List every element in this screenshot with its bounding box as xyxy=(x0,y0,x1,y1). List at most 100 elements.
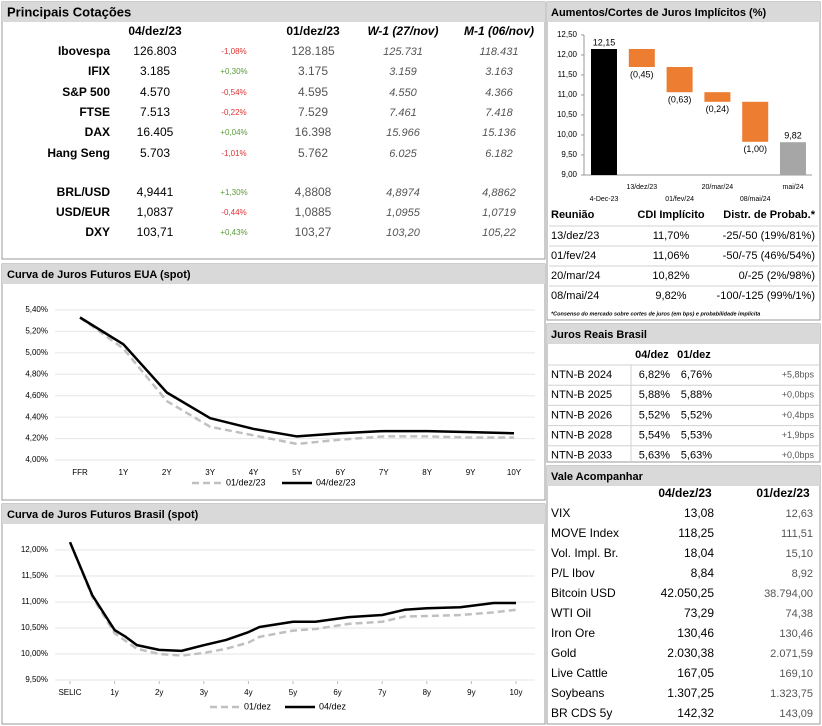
change: -0,44% xyxy=(221,208,246,217)
cell: 3.185 xyxy=(140,64,170,78)
row-label: WTI Oil xyxy=(551,606,591,620)
cell: 3.175 xyxy=(298,64,328,78)
cell: -100/-125 (99%/1%) xyxy=(717,290,815,302)
cell: 6.025 xyxy=(389,148,417,160)
cell: 169,10 xyxy=(779,668,813,680)
cell: 20/mar/24 xyxy=(551,270,601,282)
legend-label: 01/dez/23 xyxy=(226,477,266,487)
data-label: (1,00) xyxy=(743,144,767,154)
x-tick-label: 20/mar/24 xyxy=(702,184,734,191)
cell: 1,0837 xyxy=(137,205,174,219)
y-tick-label: 4,00% xyxy=(25,455,48,464)
bar xyxy=(780,142,806,175)
row-label: USD/EUR xyxy=(56,205,110,219)
change: +0,43% xyxy=(220,228,247,237)
x-tick-label: 4y xyxy=(244,688,252,697)
cell: 42.050,25 xyxy=(661,586,715,600)
cell: 8,92 xyxy=(792,568,813,580)
x-tick-label: 2y xyxy=(155,688,163,697)
row-label: BRL/USD xyxy=(57,185,111,199)
x-tick-label: 5Y xyxy=(292,468,302,477)
data-label: 9,82 xyxy=(784,131,802,141)
x-tick-label: 5y xyxy=(289,688,297,697)
cell: 0/-25 (2%/98%) xyxy=(739,270,815,282)
cell: 5,63% xyxy=(681,450,712,462)
row-label: BR CDS 5y xyxy=(551,706,612,720)
column-header: W-1 (27/nov) xyxy=(368,24,439,38)
x-tick-label: 3y xyxy=(200,688,208,697)
x-tick-label: 13/dez/23 xyxy=(626,184,657,191)
row-label: Hang Seng xyxy=(47,146,110,160)
column-header: 04/dez xyxy=(635,349,669,361)
y-tick-label: 4,80% xyxy=(25,369,48,378)
change: +1,9bps xyxy=(782,430,815,440)
y-tick-label: 5,40% xyxy=(25,305,48,314)
cell: 74,38 xyxy=(785,608,813,620)
x-tick-label: FFR xyxy=(72,468,88,477)
cell: 9,82% xyxy=(655,290,686,302)
panel-title: Juros Reais Brasil xyxy=(551,329,647,341)
cell: 118.431 xyxy=(480,46,519,58)
row-label: DXY xyxy=(85,225,110,239)
y-tick-label: 9,50% xyxy=(25,675,48,684)
row-label: S&P 500 xyxy=(62,85,110,99)
column-header: 01/dez xyxy=(677,349,711,361)
panel xyxy=(546,323,821,463)
cell: 13/dez/23 xyxy=(551,230,599,242)
cell: 5.703 xyxy=(140,146,170,160)
x-tick-label: 2Y xyxy=(162,468,172,477)
cell: 16.405 xyxy=(137,125,174,139)
row-label: Live Cattle xyxy=(551,666,608,680)
cell: 73,29 xyxy=(684,606,714,620)
cell: 3.159 xyxy=(389,66,417,78)
row-label: NTN-B 2028 xyxy=(551,430,612,442)
x-tick-label: SELIC xyxy=(58,688,81,697)
row-label: NTN-B 2026 xyxy=(551,409,612,421)
row-label: NTN-B 2024 xyxy=(551,369,612,381)
x-tick-label: 08/mai/24 xyxy=(740,196,771,203)
cell: 125.731 xyxy=(383,46,423,58)
column-header: Reunião xyxy=(551,209,595,221)
y-tick-label: 10,50% xyxy=(21,623,48,632)
data-label: 12,15 xyxy=(593,37,616,47)
panel-header xyxy=(2,504,545,524)
panel-title: Aumentos/Cortes de Juros Implícitos (%) xyxy=(551,7,766,19)
panel xyxy=(546,465,821,725)
footnote: *Consenso do mercado sobre cortes de jur… xyxy=(551,311,760,317)
legend-label: 01/dez xyxy=(244,701,272,711)
x-tick-label: 3Y xyxy=(205,468,215,477)
cell: 111,51 xyxy=(781,528,813,540)
y-tick-label: 12,00% xyxy=(21,545,48,554)
cell: 5,52% xyxy=(681,409,712,421)
panel-title: Curva de Juros Futuros Brasil (spot) xyxy=(7,509,199,521)
cell: 4.595 xyxy=(298,85,328,99)
legend-label: 04/dez/23 xyxy=(316,477,356,487)
cell: 6,82% xyxy=(639,369,670,381)
cell: 4,8974 xyxy=(386,187,420,199)
panel-title: Principais Cotações xyxy=(7,4,131,19)
y-tick-label: 5,00% xyxy=(25,348,48,357)
bar xyxy=(742,101,769,142)
cell: 103,71 xyxy=(137,225,174,239)
cell: 01/fev/24 xyxy=(551,250,596,262)
x-tick-label: 4-Dec-23 xyxy=(590,196,619,203)
cell: 1,0955 xyxy=(386,207,421,219)
panel-title: Vale Acompanhar xyxy=(551,471,644,483)
cell: 7.418 xyxy=(485,107,513,119)
cell: 18,04 xyxy=(684,546,714,560)
cell: 130,46 xyxy=(677,626,714,640)
x-tick-label: 9y xyxy=(467,688,475,697)
cell: 128.185 xyxy=(291,44,335,58)
change: -1,01% xyxy=(221,149,246,158)
row-label: IFIX xyxy=(88,64,110,78)
cell: 38.794,00 xyxy=(764,588,813,600)
cell: 7.461 xyxy=(389,107,417,119)
cell: 15,10 xyxy=(785,548,813,560)
column-header: Distr. de Probab.* xyxy=(723,209,815,221)
row-label: NTN-B 2025 xyxy=(551,389,612,401)
cell: 7.529 xyxy=(298,105,328,119)
cell: 15.966 xyxy=(386,127,421,139)
row-label: Ibovespa xyxy=(58,44,110,58)
row-label: NTN-B 2033 xyxy=(551,450,612,462)
